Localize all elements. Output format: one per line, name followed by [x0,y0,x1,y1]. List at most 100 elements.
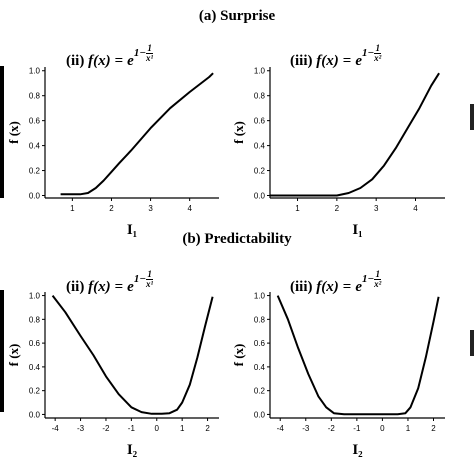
y-axis-label: f (x) [6,121,21,144]
series-line [60,72,214,196]
y-tick-label: 1.0 [254,67,266,76]
x-tick-label: 4 [187,204,192,213]
x-tick-label: 2 [335,204,340,213]
x-tick-label: -4 [52,424,60,433]
x-axis-label: I₂ [352,442,363,458]
exponential-base: e [127,53,134,70]
equals-sign: = [342,53,352,70]
x-axis-label: I₁ [127,222,137,238]
series-line [276,295,440,416]
x-tick-label: 1 [180,424,185,433]
exponent-denominator: x² [374,53,382,63]
y-tick-label: 0.8 [254,315,266,324]
panel-title-a-ii: (ii) f(x) = e1− 1 x¹ [66,43,154,70]
y-tick-label: 0.8 [254,92,266,101]
x-axis-label: I₂ [127,442,138,458]
y-tick-label: 0.4 [29,142,41,151]
panel-title-b-ii: (ii) f(x) = e1− 1 x¹ [66,269,154,296]
x-tick-label: 1 [406,424,411,433]
series-line [270,72,440,197]
y-tick-label: 0.0 [29,192,41,201]
function-label: f(x) [88,53,111,70]
exponent-numerator: 1 [374,43,382,54]
y-tick-label: 0.2 [29,167,41,176]
left-panel-edge-bottom [0,290,4,412]
exponent: 1− 1 x² [361,269,382,289]
section-title-surprise: (a) Surprise [198,8,276,24]
exponent: 1− 1 x¹ [133,43,154,63]
y-tick-label: 0.0 [254,192,266,201]
exponent: 1− 1 x¹ [133,269,154,289]
x-tick-label: -2 [102,424,110,433]
y-tick-label: 1.0 [254,292,266,301]
y-tick-label: 0.6 [29,339,41,348]
y-tick-label: 0.0 [254,410,266,419]
x-axis-label: I₁ [352,222,362,238]
x-tick-label: 1 [70,204,75,213]
function-label: f(x) [88,279,111,296]
x-tick-label: 2 [109,204,114,213]
x-tick-label: 2 [205,424,210,433]
function-label: f(x) [316,279,339,296]
left-panel-edge-top [0,66,4,198]
exponent-lead: 1− [133,273,146,286]
exponential-base: e [127,279,134,296]
y-tick-label: 0.2 [29,387,41,396]
right-panel-edge-top [470,104,474,130]
x-tick-label: 0 [155,424,160,433]
x-tick-label: 2 [431,424,436,433]
y-tick-label: 0.4 [254,363,266,372]
function-label: f(x) [316,53,339,70]
y-tick-label: 0.4 [254,142,266,151]
x-tick-label: 3 [374,204,379,213]
y-axis-label: f (x) [231,121,246,144]
x-tick-label: 3 [148,204,153,213]
y-tick-label: 0.6 [254,339,266,348]
x-tick-label: -2 [328,424,336,433]
x-tick-label: -3 [302,424,310,433]
panel-roman-numeral: (ii) [66,279,85,296]
y-tick-label: 0.0 [29,410,41,419]
exponent-denominator: x¹ [145,279,154,289]
panel-roman-numeral: (ii) [66,53,85,70]
y-axis-label: f (x) [6,344,21,367]
y-tick-label: 0.6 [254,117,266,126]
x-tick-label: -3 [77,424,85,433]
exponent-lead: 1− [133,47,146,60]
y-tick-label: 0.8 [29,315,41,324]
exponent-numerator: 1 [145,43,154,54]
right-panel-edge-bottom [470,330,474,356]
panel-roman-numeral: (iii) [290,279,313,296]
y-tick-label: 1.0 [29,67,41,76]
exponent-numerator: 1 [145,269,154,280]
exponent-lead: 1− [361,47,375,60]
exponent-lead: 1− [361,273,375,286]
x-tick-label: -1 [128,424,136,433]
x-tick-label: -1 [353,424,361,433]
exponential-base: e [355,279,362,296]
x-tick-label: 1 [295,204,300,213]
exponent-numerator: 1 [374,269,382,280]
equals-sign: = [114,279,124,296]
panel-title-b-iii: (iii) f(x) = e1− 1 x² [290,269,382,296]
y-tick-label: 0.6 [29,117,41,126]
exponent: 1− 1 x² [361,43,382,63]
y-tick-label: 0.2 [254,387,266,396]
equals-sign: = [342,279,352,296]
panel-title-a-iii: (iii) f(x) = e1− 1 x² [290,43,382,70]
x-tick-label: 4 [413,204,418,213]
y-tick-label: 1.0 [29,292,41,301]
y-tick-label: 0.8 [29,92,41,101]
exponential-base: e [355,53,362,70]
y-tick-label: 0.4 [29,363,41,372]
x-tick-label: -4 [277,424,285,433]
y-axis-label: f (x) [231,344,246,367]
section-title-predictability: (b) Predictability [182,231,292,247]
series-line [51,294,214,415]
y-tick-label: 0.2 [254,167,266,176]
equals-sign: = [114,53,124,70]
